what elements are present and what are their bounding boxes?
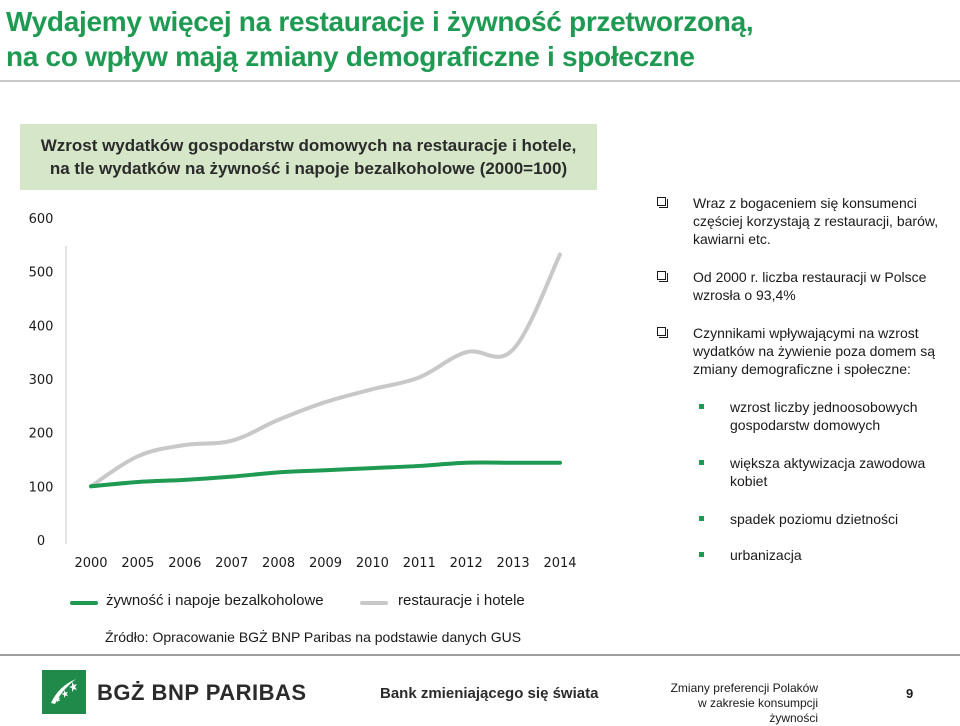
- y-tick-label: 400: [29, 319, 54, 334]
- source-note: Źródło: Opracowanie BGŻ BNP Paribas na p…: [105, 629, 522, 645]
- page-title-line-2: na co wpływ mają zmiany demograficzne i …: [6, 41, 695, 72]
- legend-label-restaurants: restauracje i hotele: [398, 592, 525, 609]
- x-tick-label: 2012: [450, 556, 483, 571]
- checkbox-bullet-icon: [657, 327, 668, 338]
- x-tick-label: 2013: [497, 556, 530, 571]
- square-bullet-icon: [699, 460, 704, 465]
- y-tick-label: 600: [29, 212, 54, 227]
- title-divider: [0, 80, 960, 82]
- y-tick-label: 100: [29, 480, 54, 495]
- line-chart: 0 100 200 300 400 500 600 2000 2005 2006 2007 2008…: [29, 212, 577, 571]
- brand-tagline: Bank zmieniającego się świata: [380, 685, 599, 702]
- y-tick-label: 0: [37, 534, 45, 549]
- chart-title-box: Wzrost wydatków gospodarstw domowych na …: [20, 124, 597, 190]
- y-tick-label: 200: [29, 427, 54, 442]
- bullet-text: Czynnikami wpływającymi na wzrost wydatk…: [693, 325, 936, 377]
- legend-label-food: żywność i napoje bezalkoholowe: [106, 592, 324, 609]
- chart-title-line-1: Wzrost wydatków gospodarstw domowych na …: [40, 136, 577, 155]
- legend-swatch-restaurants: [360, 601, 388, 605]
- page-title-line-1: Wydajemy więcej na restauracje i żywność…: [6, 6, 754, 37]
- x-tick-label: 2010: [356, 556, 389, 571]
- x-axis-ticks: 2000 2005 2006 2007 2008 2009 2010 2011 2012 2013…: [74, 556, 576, 571]
- presentation-title-line-2: w zakresie konsumpcji żywności: [697, 696, 818, 725]
- series-line-restaurants: [89, 252, 562, 489]
- sub-bullet-text: większa aktywizacja zawodowa kobiet: [730, 455, 926, 489]
- checkbox-bullet-icon: [657, 197, 668, 208]
- x-tick-label: 2014: [543, 556, 576, 571]
- x-tick-label: 2000: [74, 556, 107, 571]
- x-tick-label: 2009: [309, 556, 342, 571]
- legend-swatch-food: [70, 601, 98, 605]
- y-axis-ticks: 0 100 200 300 400 500 600: [29, 212, 54, 549]
- x-tick-label: 2007: [215, 556, 248, 571]
- footer-divider: [0, 654, 960, 656]
- presentation-title: Zmiany preferencji Polaków w zakresie ko…: [650, 681, 818, 726]
- bullet-text: Od 2000 r. liczba restauracji w Polsce w…: [693, 269, 927, 303]
- x-tick-label: 2011: [403, 556, 436, 571]
- square-bullet-icon: [699, 552, 704, 557]
- chart-title-line-2: na tle wydatków na żywność i napoje beza…: [49, 159, 568, 178]
- page-number: 9: [906, 686, 914, 701]
- bullet-text: Wraz z bogaceniem się konsumenci częście…: [693, 195, 939, 247]
- sub-bullet-text: spadek poziomu dzietności: [730, 511, 899, 527]
- square-bullet-icon: [699, 516, 704, 521]
- x-tick-label: 2005: [121, 556, 154, 571]
- series-line-food: [89, 460, 562, 489]
- sub-bullet-text: urbanizacja: [730, 547, 802, 563]
- x-tick-label: 2006: [168, 556, 201, 571]
- series-lines: [89, 252, 562, 489]
- brand-name: BGŻ BNP PARIBAS: [97, 680, 307, 705]
- checkbox-bullet-icon: [657, 271, 668, 282]
- bank-logo-icon: [42, 670, 86, 714]
- square-bullet-icon: [699, 404, 704, 409]
- presentation-title-line-1: Zmiany preferencji Polaków: [670, 681, 818, 695]
- page-title: Wydajemy więcej na restauracje i żywność…: [6, 4, 946, 74]
- x-tick-label: 2008: [262, 556, 295, 571]
- sub-bullet-text: wzrost liczby jednoosobowych gospodarstw…: [730, 399, 918, 433]
- y-tick-label: 500: [29, 266, 54, 281]
- y-tick-label: 300: [29, 373, 54, 388]
